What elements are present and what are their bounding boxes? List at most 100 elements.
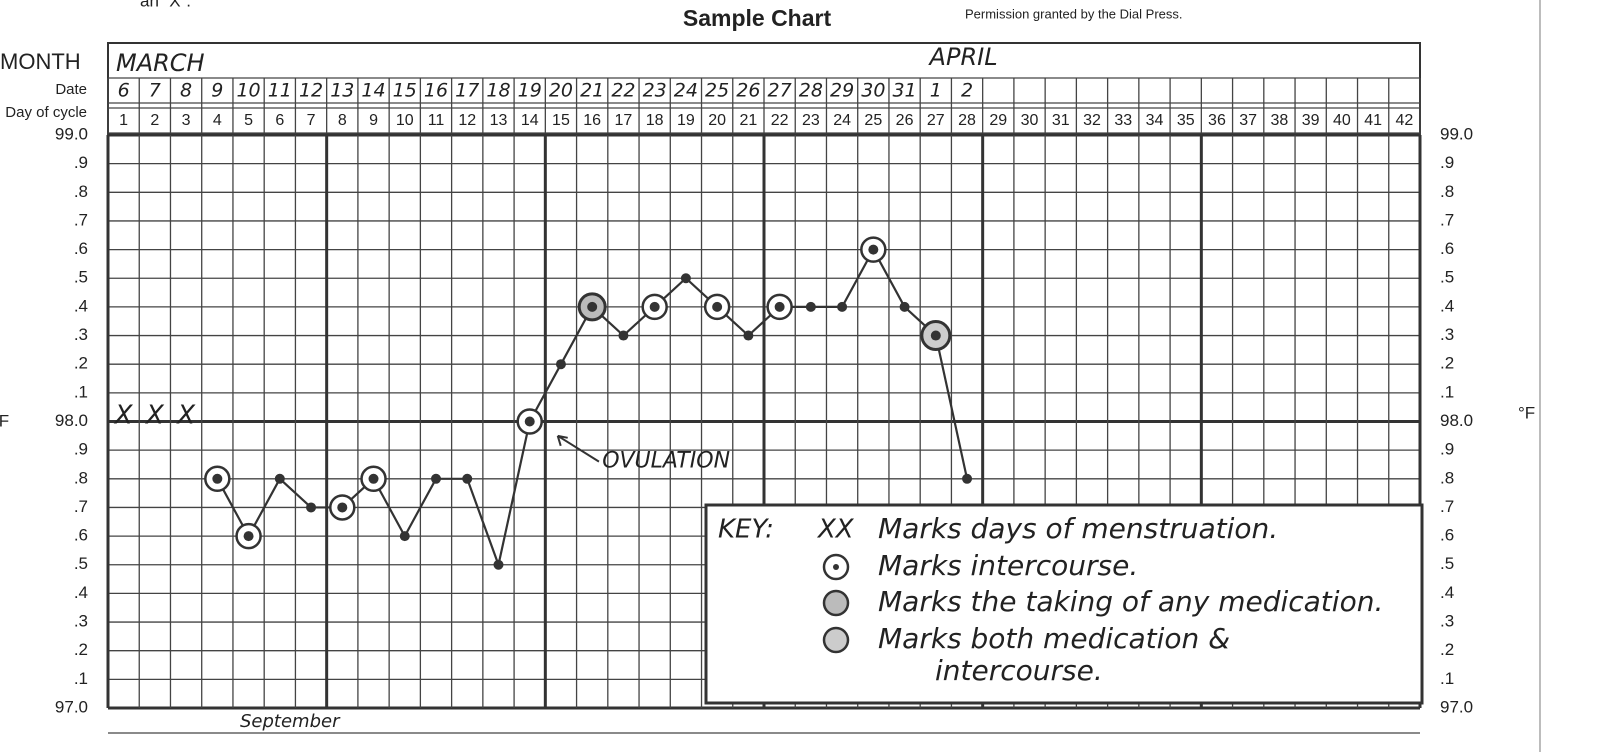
key-line: Marks intercourse. [878,549,1138,582]
x-tick-label: 36 [1208,112,1226,129]
row-label: Date [55,81,87,98]
y-tick-label: .7 [74,210,88,229]
point [805,301,816,312]
x-tick-label: 21 [739,112,757,129]
y-tick-label: .6 [74,526,88,545]
y-tick-label: .1 [1440,669,1454,688]
y-tick-label: .1 [74,669,88,688]
point [899,301,910,312]
date: 29 [830,80,854,102]
y-tick-label: .7 [74,497,88,516]
x-tick-label: 15 [552,112,570,129]
point [524,416,535,427]
month: APRIL [928,43,998,71]
permission: Permission granted by the Dial Press. [965,6,1182,21]
note: an “X”. [140,0,191,10]
date: 31 [892,80,916,102]
x-tick-label: 10 [396,112,414,129]
date: 2 [961,80,973,102]
point [399,531,410,542]
y-tick-label: .8 [74,468,88,487]
date: 27 [768,80,792,102]
point [743,330,754,341]
date: 20 [549,80,573,102]
date: 13 [330,80,354,102]
unit: °F [0,411,9,430]
y-tick-label: .5 [74,268,88,287]
point [337,502,348,513]
x-tick-label: 33 [1114,112,1132,129]
x-tick-label: 22 [771,112,789,129]
key-icon [822,589,850,617]
x-tick-label: 16 [583,112,601,129]
x-tick-label: 4 [213,112,222,129]
point [712,301,723,312]
point [274,473,285,484]
y-tick-label: .2 [74,640,88,659]
menstruation-mark: X [175,400,196,430]
y-tick-label: .4 [1440,583,1454,602]
point [462,473,473,484]
x-tick-label: 38 [1271,112,1289,129]
y-tick-label: 97.0 [55,697,88,716]
x-tick-label: 19 [677,112,695,129]
point [649,301,660,312]
point [618,330,629,341]
y-tick-label: .7 [1440,497,1454,516]
date: 7 [149,80,161,102]
date: 21 [580,80,604,102]
row-label: Day of cycle [5,104,87,121]
date: 24 [674,80,698,102]
row-label: MONTH [0,49,81,74]
date: 16 [424,80,448,102]
x-tick-label: 3 [182,112,191,129]
point [962,473,973,484]
point [587,301,598,312]
point [774,301,785,312]
y-tick-label: 99.0 [55,124,88,143]
y-tick-label: .9 [1440,153,1454,172]
menstruation-mark: X [113,400,134,430]
key-line: Marks both medication & [878,622,1230,655]
date: 8 [180,80,192,102]
annotation-arrow [556,434,600,463]
y-tick-label: .7 [1440,210,1454,229]
y-tick-label: .5 [1440,268,1454,287]
x-tick-label: 2 [150,112,159,129]
y-tick-label: .4 [1440,296,1454,315]
date: 18 [486,80,510,102]
key-symbol: XX [816,515,855,545]
point [243,531,254,542]
x-tick-label: 1 [119,112,128,129]
point [930,330,941,341]
y-tick-label: .3 [1440,612,1454,631]
y-tick-label: .5 [74,554,88,573]
date: 10 [236,80,260,102]
y-tick-label: .8 [74,182,88,201]
x-tick-label: 7 [307,112,316,129]
x-tick-label: 27 [927,112,945,129]
menstruation-mark: X [144,400,165,430]
key-line: Marks the taking of any medication. [878,585,1383,618]
key-line: Marks days of menstruation. [878,512,1278,545]
date: 28 [799,80,823,102]
y-tick-label: .9 [1440,440,1454,459]
x-tick-label: 35 [1177,112,1195,129]
y-tick-label: .2 [1440,640,1454,659]
date: 26 [736,80,760,102]
y-tick-label: .6 [1440,526,1454,545]
x-tick-label: 34 [1146,112,1164,129]
x-tick-label: 23 [802,112,820,129]
date: 19 [518,80,542,102]
x-tick-label: 29 [989,112,1007,129]
x-tick-label: 30 [1021,112,1039,129]
y-tick-label: .1 [1440,382,1454,401]
y-tick-label: .5 [1440,554,1454,573]
point [493,559,504,570]
y-tick-label: .3 [74,325,88,344]
y-tick-label: .2 [74,354,88,373]
date: 22 [611,80,635,102]
x-tick-label: 17 [615,112,633,129]
point [306,502,317,513]
date: 9 [211,80,223,102]
